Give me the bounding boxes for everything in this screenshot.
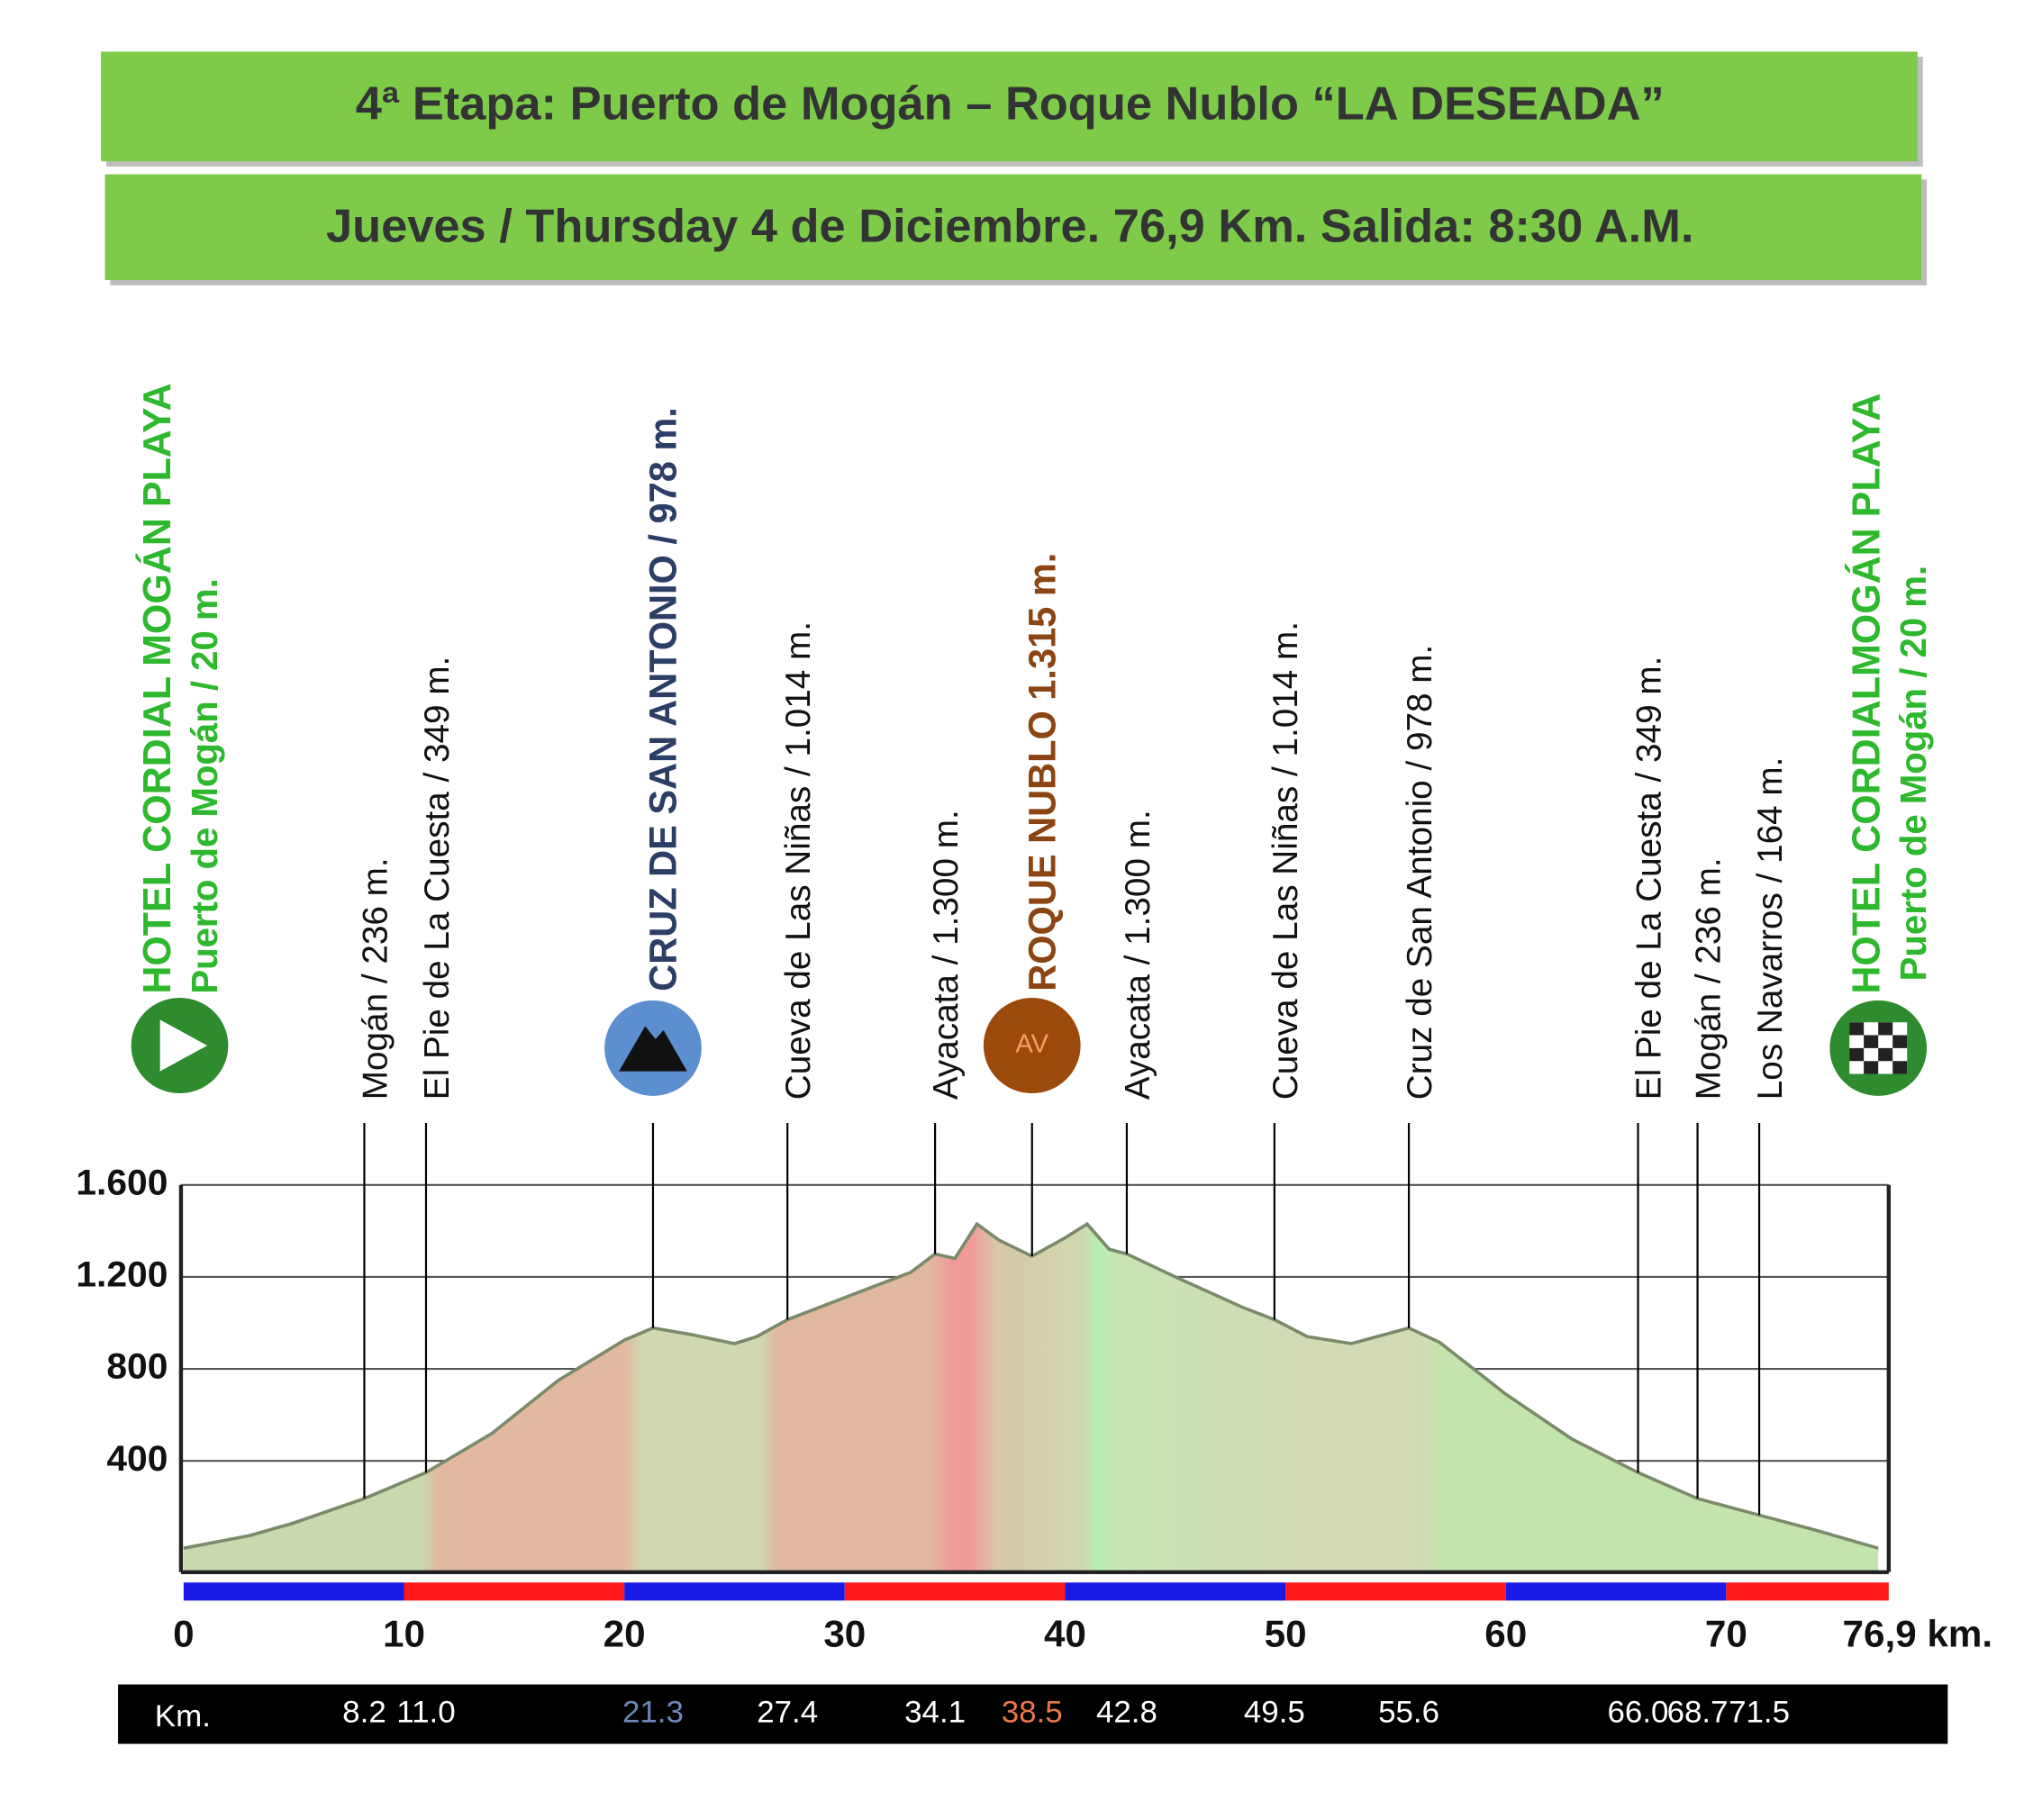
profile-line <box>183 1221 1879 1550</box>
header-box <box>101 51 1918 162</box>
waypoint-km: 27.4 <box>757 1696 818 1730</box>
distance-band <box>183 1582 404 1601</box>
waypoint-km: 55.6 <box>1378 1696 1439 1730</box>
x-tick-label: 60 <box>1484 1613 1527 1655</box>
x-tick-label: 0 <box>173 1613 194 1655</box>
waypoint-km: 66.0 <box>1608 1696 1669 1730</box>
chart-title: 4ª Etapa: Puerto de Mogán – Roque Nublo … <box>356 78 1665 131</box>
waypoint-km: 11.0 <box>396 1696 455 1730</box>
waypoint-label: El Pie de La Cuesta / 349 m. <box>1629 656 1668 1100</box>
finish-flag <box>1849 1022 1908 1074</box>
summit-badge <box>983 997 1081 1094</box>
x-tick-label: 20 <box>604 1613 646 1655</box>
start-name: HOTEL CORDIAL MOGÁN PLAYA <box>136 383 179 993</box>
waypoint-km: 38.5 <box>1002 1696 1063 1730</box>
start-arrow <box>159 1019 208 1072</box>
waypoint-label: El Pie de La Cuesta / 349 m. <box>418 656 457 1100</box>
waypoint-label: ROQUE NUBLO 1.315 m. <box>1021 553 1063 991</box>
waypoint-km: 68.7 <box>1667 1696 1729 1730</box>
summit-badge-label: AV <box>1015 1030 1048 1059</box>
x-tick-label: 76,9 km. <box>1843 1613 1993 1655</box>
x-tick-label: 30 <box>823 1613 866 1655</box>
waypoint-label: Cruz de San Antonio / 978 m. <box>1401 645 1439 1100</box>
chart-subtitle: Jueves / Thursday 4 de Diciembre. 76,9 K… <box>326 201 1694 253</box>
distance-band <box>1726 1582 1889 1601</box>
y-tick-label: 400 <box>106 1437 168 1479</box>
waypoint-label: CRUZ DE SAN ANTONIO / 978 m. <box>641 407 684 991</box>
y-tick-label: 1.600 <box>76 1162 168 1203</box>
distance-band <box>1505 1582 1727 1601</box>
waypoint-label: Ayacata / 1.300 m. <box>927 810 966 1100</box>
x-tick-label: 50 <box>1265 1613 1307 1655</box>
waypoint-label: Mogán / 236 m. <box>356 857 395 1100</box>
distance-band <box>1285 1582 1506 1601</box>
profile-area <box>183 1224 1879 1572</box>
km-row-label: Km. <box>155 1699 211 1734</box>
finish-place: Puerto de Mogán / 20 m. <box>1892 566 1934 981</box>
waypoint-label: Ayacata / 1.300 m. <box>1119 810 1157 1100</box>
start-place: Puerto de Mogán / 20 m. <box>184 578 225 993</box>
x-tick-label: 40 <box>1044 1613 1086 1655</box>
waypoint-label: Mogán / 236 m. <box>1689 857 1728 1100</box>
distance-band <box>624 1582 845 1601</box>
distance-band <box>404 1582 625 1601</box>
waypoint-km: 49.5 <box>1244 1696 1305 1730</box>
waypoint-km: 71.5 <box>1729 1696 1790 1730</box>
waypoint-label: Cueva de Las Niñas / 1.014 m. <box>779 621 818 1100</box>
subheader-box <box>104 174 1922 281</box>
y-tick-label: 1.200 <box>76 1254 168 1295</box>
climb-mountain <box>619 1026 687 1072</box>
distance-band <box>1065 1582 1286 1601</box>
y-tick-label: 800 <box>106 1345 168 1387</box>
waypoint-label: Cueva de Las Niñas / 1.014 m. <box>1266 621 1305 1100</box>
waypoint-km: 34.1 <box>904 1696 966 1730</box>
x-tick-label: 10 <box>383 1613 425 1655</box>
distance-band <box>844 1582 1066 1601</box>
km-row <box>118 1684 1948 1744</box>
finish-name: HOTEL CORDIALMOGÁN PLAYA <box>1845 394 1888 994</box>
waypoint-km: 21.3 <box>622 1696 684 1730</box>
waypoint-km: 8.2 <box>342 1696 386 1730</box>
waypoint-km: 42.8 <box>1096 1696 1157 1730</box>
x-tick-label: 70 <box>1705 1613 1747 1655</box>
waypoint-label: Los Navarros / 164 m. <box>1751 757 1790 1100</box>
